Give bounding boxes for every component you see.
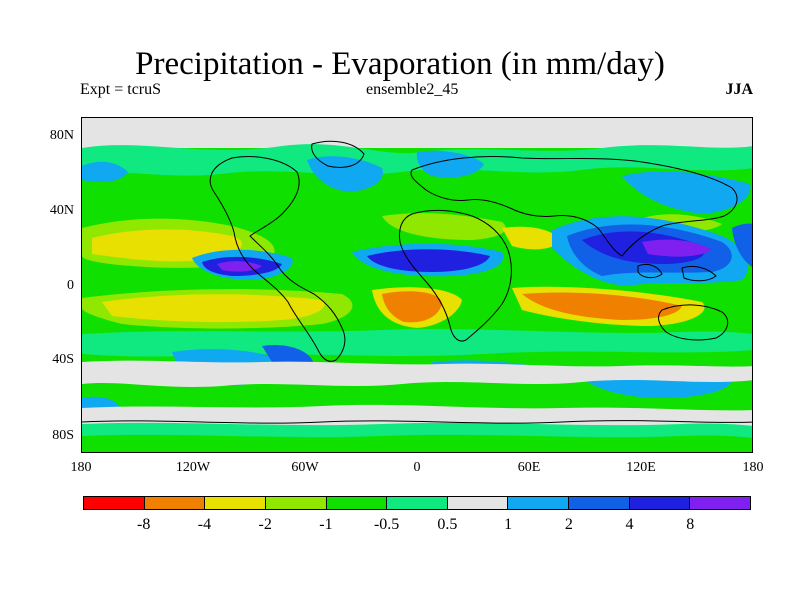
colorbar-label: -0.5 [373,516,400,533]
colorbar-label: 8 [686,516,695,533]
colorbar-swatch [569,497,630,509]
colorbar-swatch [205,497,266,509]
colorbar-label: 0.5 [437,516,458,533]
coast-newguinea [681,265,717,282]
colorbar [83,496,751,510]
colorbar-swatch [447,497,509,509]
field-npacific-blue [622,171,751,214]
colorbar-swatch [84,497,145,509]
field-epac-purple [217,261,262,272]
field-southern-teal [82,329,752,357]
colorbar-label: -4 [197,516,212,533]
lon-label-120w: 120W [175,460,211,475]
lon-label-60w: 60W [291,460,319,475]
coast-antarctica [82,420,752,424]
lat-label-40n: 40N [49,203,74,218]
colorbar-label: 4 [625,516,634,533]
experiment-label: Expt = tcruS [80,81,162,98]
field-atlantic-darkblue [367,249,490,272]
field-sahara-lime [382,213,506,240]
ensemble-label: ensemble2_45 [366,81,459,98]
colorbar-label: 2 [564,516,573,533]
field-satl-orange [382,291,442,323]
field-npac-yellow [92,229,242,262]
coast-africa [399,209,512,342]
colorbar-swatch [629,497,691,509]
field-antarctic-green [82,434,752,452]
colorbar-swatch [690,497,751,509]
colorbar-label: 1 [504,516,513,533]
field-arctic-teal [82,144,752,176]
field-midlat-green [82,167,752,196]
lon-label-180w: 180 [70,460,92,475]
lat-label-80n: 80N [49,128,74,143]
coast-borneo [637,263,663,279]
field-southern-grey-band [82,360,752,387]
lat-label-80s: 80S [52,428,74,443]
field-spac-yellow [102,294,325,323]
field-dateline-blue [732,223,752,267]
lon-label-120e: 120E [626,460,656,475]
colorbar-label: -2 [258,516,272,533]
map-title: Precipitation - Evaporation (in mm/day) [135,46,665,82]
field-westpacific-blue [82,161,128,182]
field-wpac-purple [642,239,712,257]
lat-label-equator: 0 [67,278,74,293]
colorbar-swatch [326,497,388,509]
coast-australia [658,304,729,341]
colorbar-swatch [265,497,327,509]
coast-eurasia [410,156,738,257]
season-label: JJA [725,81,753,98]
field-arabia-yellow [502,226,562,250]
coast-greenland [311,140,365,168]
colorbar-label: -1 [319,516,333,533]
precip-evap-field [82,118,752,452]
lat-label-40s: 40S [52,352,74,367]
colorbar-swatch [508,497,570,509]
coast-americas [209,156,346,362]
lon-label-180e: 180 [742,460,764,475]
map-plot [81,117,753,453]
colorbar-swatch [144,497,206,509]
field-sio-orange [522,292,682,320]
lon-label-0: 0 [413,460,421,475]
coastlines [82,140,752,424]
colorbar-swatch [387,497,448,509]
lon-label-60e: 60E [517,460,541,475]
field-arctic-grey [82,118,752,148]
colorbar-label: -8 [137,516,151,533]
